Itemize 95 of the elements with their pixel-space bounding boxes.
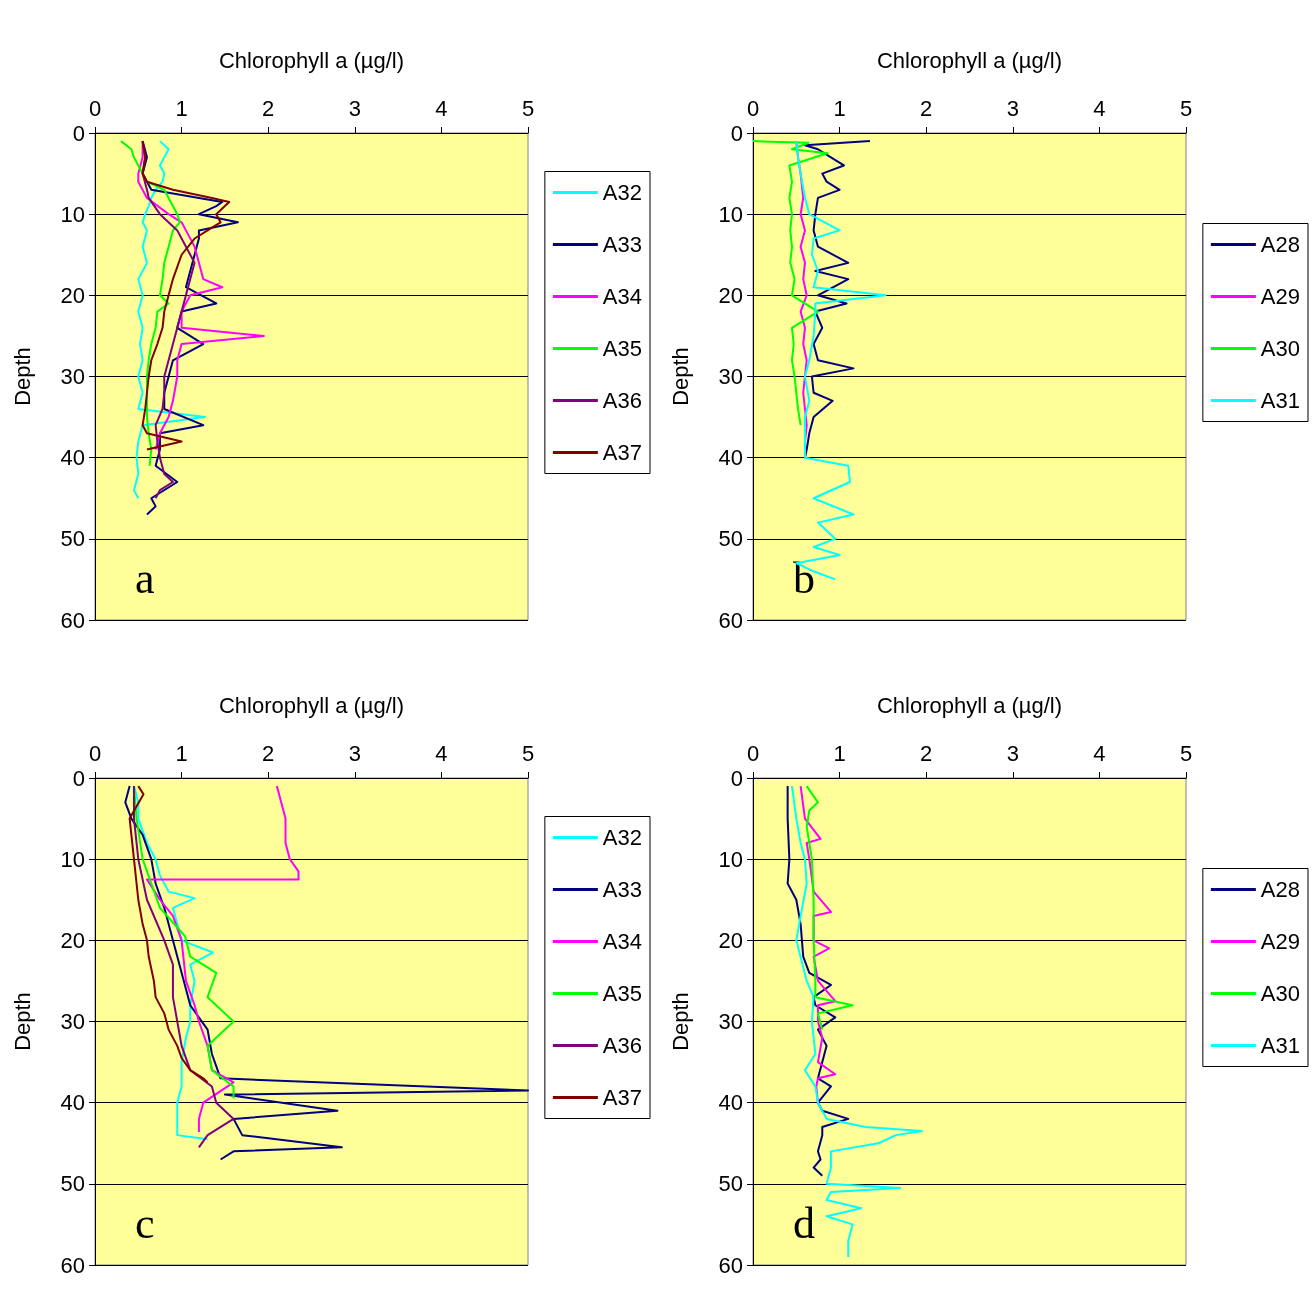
x-tick-label: 4 xyxy=(435,740,448,766)
y-tick-label: 50 xyxy=(718,1171,743,1197)
legend-label: A31 xyxy=(1260,388,1301,413)
line-series xyxy=(790,785,923,1258)
x-tick-label: 5 xyxy=(1179,740,1193,766)
y-axis-title: Depth xyxy=(9,992,35,1051)
line-series xyxy=(132,785,214,1141)
y-tick-label: 10 xyxy=(718,201,743,227)
x-tick-label: 3 xyxy=(348,740,361,766)
y-tick-label: 40 xyxy=(718,445,743,471)
legend-label: A30 xyxy=(1260,336,1301,361)
y-tick-label: 30 xyxy=(718,1009,743,1034)
legend-label: A35 xyxy=(602,981,643,1006)
y-tick-label: 50 xyxy=(718,526,743,552)
y-tick-label: 30 xyxy=(60,1009,85,1034)
y-tick-label: 0 xyxy=(730,765,743,791)
line-series xyxy=(141,140,231,451)
x-axis-title: Chlorophyll a (µg/l) xyxy=(218,692,405,718)
legend-label: A28 xyxy=(1260,232,1301,257)
x-tick-label: 1 xyxy=(175,95,188,121)
y-axis-title: Depth xyxy=(667,347,693,406)
y-tick-label: 60 xyxy=(718,1252,743,1278)
legend-label: A31 xyxy=(1260,1033,1301,1058)
legend-label: A35 xyxy=(602,336,643,361)
y-tick-label: 50 xyxy=(60,1171,85,1197)
y-tick-label: 0 xyxy=(730,120,743,146)
x-tick-label: 1 xyxy=(175,740,188,766)
y-tick-label: 30 xyxy=(718,364,743,389)
x-tick-label: 1 xyxy=(833,95,846,121)
line-series xyxy=(805,785,854,1031)
y-tick-label: 20 xyxy=(60,282,85,308)
y-tick-label: 60 xyxy=(60,607,85,633)
x-axis-title: Chlorophyll a (µg/l) xyxy=(218,47,405,73)
y-tick-label: 30 xyxy=(60,364,85,389)
legend-label: A34 xyxy=(602,929,643,954)
x-axis-title: Chlorophyll a (µg/l) xyxy=(876,692,1063,718)
y-tick-label: 0 xyxy=(72,765,85,791)
legend-label: A34 xyxy=(602,284,643,309)
x-tick-label: 2 xyxy=(262,740,275,766)
legend-label: A37 xyxy=(602,440,643,465)
x-tick-label: 5 xyxy=(1179,95,1193,121)
legend-label: A29 xyxy=(1260,284,1301,309)
annotation: c xyxy=(135,1198,155,1248)
y-tick-label: 20 xyxy=(60,927,85,953)
y-tick-label: 60 xyxy=(60,1252,85,1278)
x-tick-label: 0 xyxy=(88,95,102,121)
x-tick-label: 2 xyxy=(920,95,933,121)
legend-label: A37 xyxy=(602,1085,643,1110)
y-tick-label: 10 xyxy=(60,846,85,872)
y-tick-label: 40 xyxy=(60,445,85,471)
y-tick-label: 40 xyxy=(60,1090,85,1116)
x-tick-label: 3 xyxy=(1006,740,1019,766)
line-series xyxy=(145,785,300,1133)
y-tick-label: 20 xyxy=(718,927,743,953)
x-tick-label: 0 xyxy=(746,740,760,766)
y-tick-label: 10 xyxy=(60,201,85,227)
y-axis-title: Depth xyxy=(667,992,693,1051)
legend-label: A32 xyxy=(602,825,643,850)
x-tick-label: 4 xyxy=(1093,95,1106,121)
x-tick-label: 3 xyxy=(1006,95,1019,121)
y-tick-label: 20 xyxy=(718,282,743,308)
annotation: b xyxy=(793,553,815,603)
line-series xyxy=(119,140,181,467)
legend-label: A33 xyxy=(602,877,643,902)
y-tick-label: 50 xyxy=(60,526,85,552)
annotation: d xyxy=(793,1198,815,1248)
line-series xyxy=(128,785,209,1084)
y-tick-label: 0 xyxy=(72,120,85,146)
legend-label: A33 xyxy=(602,232,643,257)
x-tick-label: 0 xyxy=(746,95,760,121)
y-tick-label: 10 xyxy=(718,846,743,872)
annotation: a xyxy=(135,553,155,603)
y-tick-label: 60 xyxy=(718,607,743,633)
legend-label: A32 xyxy=(602,180,643,205)
line-series xyxy=(752,140,829,427)
y-tick-label: 40 xyxy=(718,1090,743,1116)
line-series xyxy=(786,785,850,1177)
y-axis-title: Depth xyxy=(9,347,35,406)
legend-label: A29 xyxy=(1260,929,1301,954)
legend-label: A28 xyxy=(1260,877,1301,902)
x-tick-label: 1 xyxy=(833,740,846,766)
x-tick-label: 2 xyxy=(262,95,275,121)
line-series xyxy=(124,785,529,1161)
x-tick-label: 4 xyxy=(1093,740,1106,766)
x-axis-title: Chlorophyll a (µg/l) xyxy=(876,47,1063,73)
x-tick-label: 4 xyxy=(435,95,448,121)
legend-label: A30 xyxy=(1260,981,1301,1006)
x-tick-label: 2 xyxy=(920,740,933,766)
x-tick-label: 3 xyxy=(348,95,361,121)
x-tick-label: 0 xyxy=(88,740,102,766)
legend-label: A36 xyxy=(602,388,643,413)
x-tick-label: 5 xyxy=(521,740,535,766)
x-tick-label: 5 xyxy=(521,95,535,121)
legend-label: A36 xyxy=(602,1033,643,1058)
line-series xyxy=(132,140,206,500)
